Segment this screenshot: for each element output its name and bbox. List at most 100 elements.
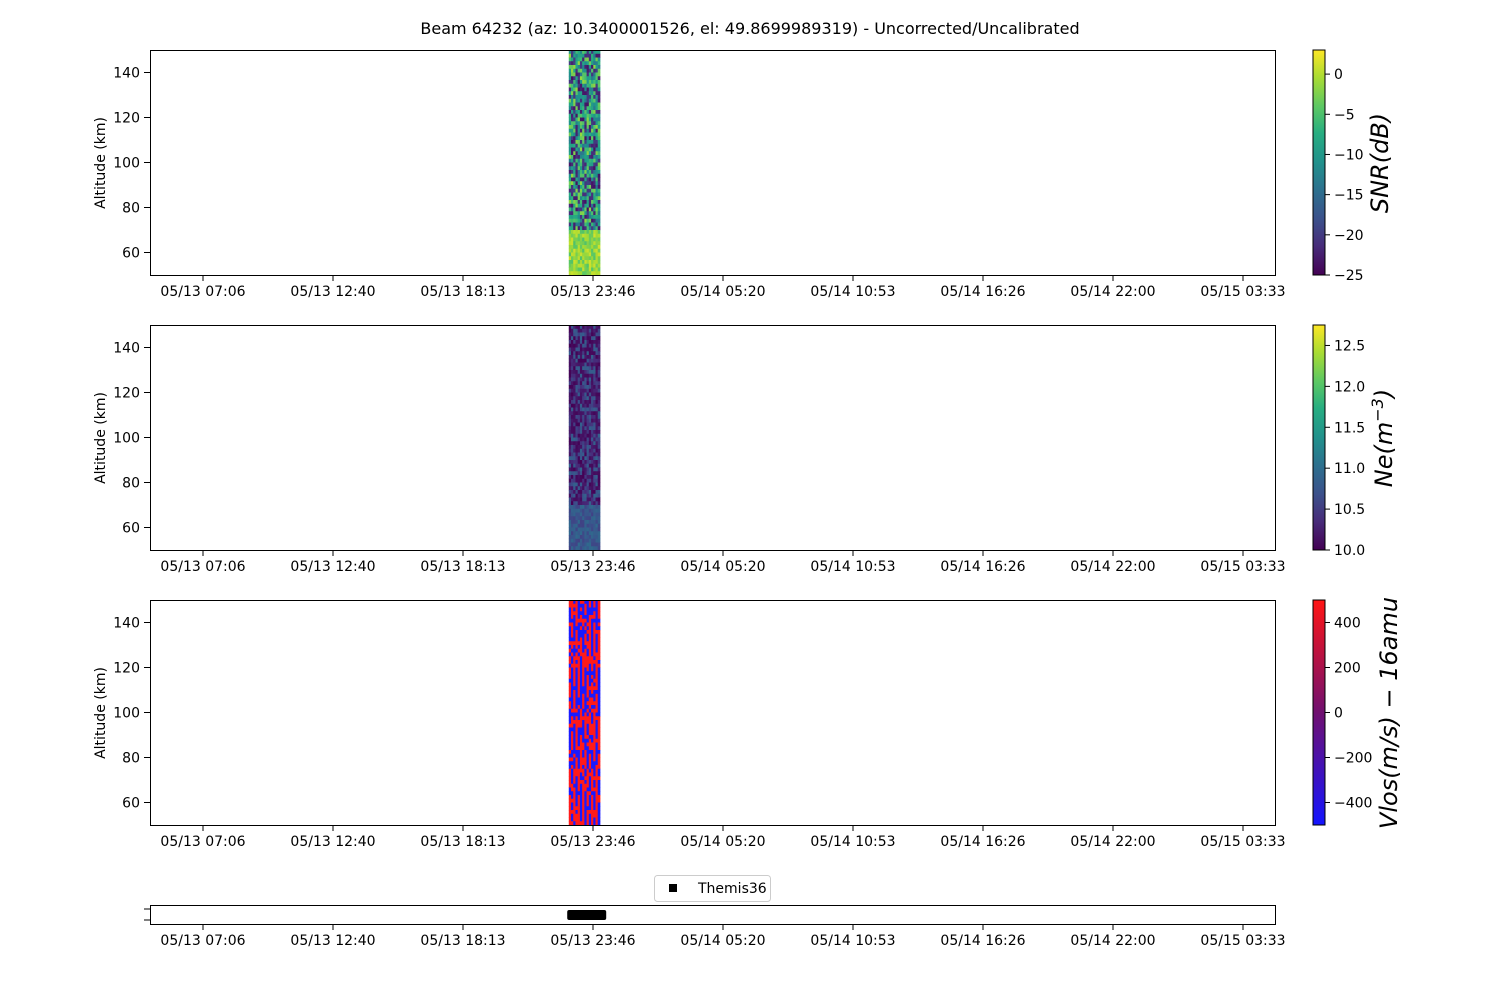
heatmap-cell	[577, 65, 581, 70]
heatmap-cell	[571, 738, 574, 743]
heatmap-cell	[573, 68, 576, 73]
heatmap-cell	[577, 207, 581, 212]
heatmap-cell	[582, 682, 585, 687]
heatmap-cell	[579, 701, 583, 706]
heatmap-cell	[584, 652, 588, 657]
heatmap-cell	[588, 158, 592, 163]
heatmap-cell	[595, 76, 599, 81]
heatmap-cell	[577, 422, 581, 427]
heatmap-cell	[571, 705, 574, 710]
heatmap-cell	[577, 686, 581, 691]
heatmap-cell	[595, 660, 599, 665]
heatmap-cell	[588, 392, 592, 397]
heatmap-cell	[575, 170, 579, 175]
heatmap-cell	[571, 185, 574, 190]
heatmap-cell	[575, 452, 579, 457]
heatmap-cell	[588, 437, 592, 442]
heatmap-cell	[593, 538, 596, 543]
heatmap-cell	[573, 121, 576, 126]
heatmap-cell	[575, 600, 579, 605]
x-tick-label: 05/14 22:00	[1070, 933, 1155, 949]
heatmap-cell	[586, 460, 590, 465]
heatmap-cell	[595, 415, 599, 420]
heatmap-cell	[591, 776, 594, 781]
heatmap-cell	[584, 72, 588, 77]
heatmap-cell	[573, 806, 576, 811]
heatmap-cell	[568, 626, 572, 631]
heatmap-cell	[571, 727, 574, 732]
heatmap-cell	[584, 377, 588, 382]
heatmap-cell	[588, 618, 592, 623]
heatmap-cell	[575, 102, 579, 107]
heatmap-cell	[577, 497, 581, 502]
heatmap-cell	[582, 505, 585, 510]
heatmap-cell	[586, 531, 590, 536]
heatmap-cell	[571, 252, 574, 257]
heatmap-cell	[568, 600, 572, 605]
heatmap-cell	[597, 256, 601, 261]
heatmap-cell	[568, 87, 572, 92]
heatmap-cell	[588, 678, 592, 683]
heatmap-cell	[577, 690, 581, 695]
heatmap-cell	[568, 611, 572, 616]
heatmap-cell	[591, 508, 594, 513]
heatmap-cell	[568, 166, 572, 171]
heatmap-cell	[568, 53, 572, 58]
heatmap-cell	[588, 117, 592, 122]
heatmap-cell	[582, 678, 585, 683]
heatmap-cell	[573, 600, 576, 605]
heatmap-cell	[595, 441, 599, 446]
heatmap-cell	[579, 426, 583, 431]
heatmap-cell	[595, 328, 599, 333]
heatmap-cell	[593, 53, 596, 58]
heatmap-cell	[595, 396, 599, 401]
heatmap-cell	[568, 471, 572, 476]
heatmap-cell	[597, 162, 601, 167]
heatmap-cell	[577, 501, 581, 506]
heatmap-cell	[591, 207, 594, 212]
heatmap-cell	[597, 516, 601, 521]
heatmap-cell	[595, 478, 599, 483]
heatmap-cell	[584, 358, 588, 363]
heatmap-cell	[582, 512, 585, 517]
heatmap-cell	[579, 351, 583, 356]
heatmap-cell	[588, 192, 592, 197]
heatmap-cell	[588, 460, 592, 465]
heatmap-cell	[595, 542, 599, 547]
heatmap-cell	[568, 603, 572, 608]
heatmap-cell	[573, 132, 576, 137]
heatmap-cell	[597, 437, 601, 442]
heatmap-cell	[568, 527, 572, 532]
heatmap-cell	[584, 336, 588, 341]
heatmap-cell	[586, 456, 590, 461]
heatmap-cell	[593, 95, 596, 100]
heatmap-cell	[577, 482, 581, 487]
heatmap-cell	[575, 471, 579, 476]
heatmap-cell	[582, 433, 585, 438]
heatmap-cell	[571, 407, 574, 412]
heatmap-cell	[573, 340, 576, 345]
heatmap-cell	[593, 143, 596, 148]
heatmap-cell	[568, 501, 572, 506]
heatmap-cell	[579, 693, 583, 698]
heatmap-cell	[579, 177, 583, 182]
heatmap-cell	[586, 708, 590, 713]
heatmap-cell	[571, 218, 574, 223]
heatmap-cell	[573, 381, 576, 386]
heatmap-cell	[582, 362, 585, 367]
heatmap-cell	[588, 271, 592, 276]
heatmap-cell	[597, 400, 601, 405]
heatmap-cell	[595, 343, 599, 348]
heatmap-cell	[577, 248, 581, 253]
heatmap-cell	[571, 493, 574, 498]
heatmap-cell	[577, 460, 581, 465]
heatmap-cell	[597, 753, 601, 758]
heatmap-cell	[595, 95, 599, 100]
heatmap-cell	[591, 546, 594, 551]
heatmap-cell	[591, 336, 594, 341]
heatmap-cell	[575, 765, 579, 770]
heatmap-cell	[591, 452, 594, 457]
heatmap-cell	[568, 332, 572, 337]
heatmap-cell	[582, 347, 585, 352]
heatmap-cell	[575, 196, 579, 201]
